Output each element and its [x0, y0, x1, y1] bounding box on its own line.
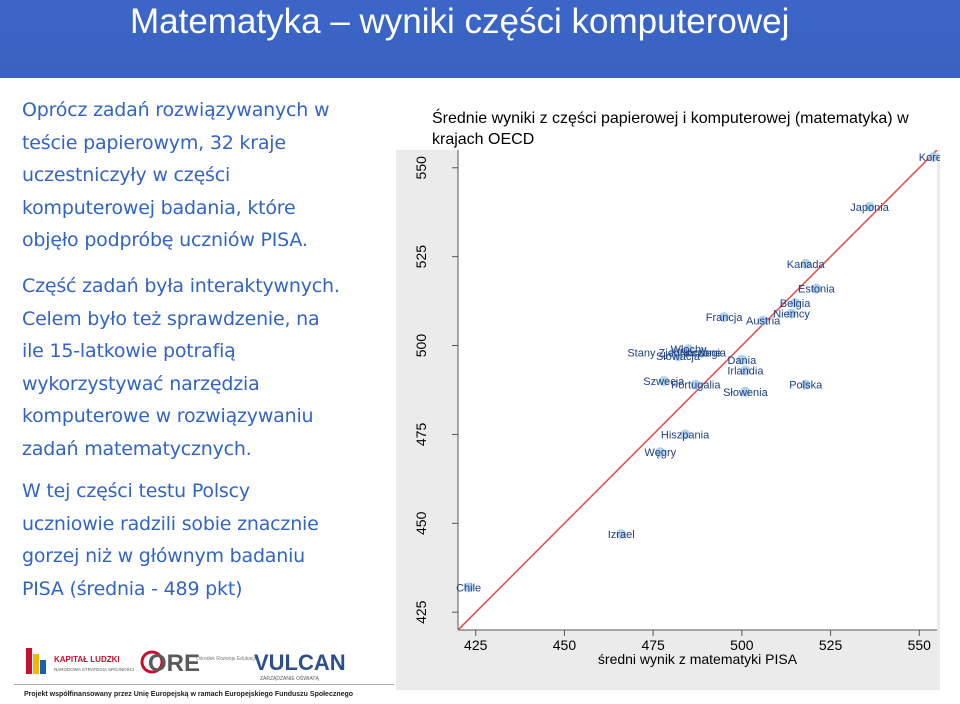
- title-bar: [0, 0, 960, 78]
- text-line: Oprócz zadań rozwiązywanych w: [22, 99, 330, 121]
- data-point: [680, 429, 691, 440]
- point-label: Niemcy: [773, 309, 810, 321]
- text-line: gorzej niż w głównym badaniu: [22, 545, 306, 567]
- text-line: objęło podpróbę uczniów PISA.: [22, 229, 308, 251]
- point-label: Portugalia: [671, 380, 721, 392]
- y-tick-label: 425: [413, 600, 429, 624]
- chart-title: Średnie wyniki z części papierowej i kom…: [432, 110, 909, 148]
- footer-note: Projekt współfinansowany przez Unię Euro…: [24, 691, 353, 698]
- x-tick-label: 450: [553, 637, 577, 653]
- ore-logo: ORE Ośrodek Rozwoju Edukacji: [140, 650, 256, 677]
- vulcan-logo: VULCAN ZARZĄDZANIE OŚWIATĄ: [254, 650, 346, 682]
- data-point: [864, 201, 875, 212]
- logo-subline: NARODOWA STRATEGIA SPÓJNOŚCI: [54, 665, 134, 672]
- data-point: [463, 582, 474, 593]
- text-line: teście papierowym, 32 kraje: [22, 131, 286, 154]
- point-label: Szwecja: [643, 376, 685, 388]
- point-label: Estonia: [798, 284, 836, 296]
- y-tick-label: 525: [413, 245, 429, 269]
- point-label: Francja: [706, 312, 744, 324]
- y-tick-label: 550: [413, 156, 429, 180]
- point-label: Słowacja: [656, 351, 701, 363]
- data-point: [719, 312, 730, 323]
- x-tick-label: 475: [641, 637, 665, 653]
- paragraph-3: W tej części testu Polscy uczniowie radz…: [22, 475, 392, 605]
- logo-label: VULCAN: [254, 650, 346, 675]
- footer-logos: KAPITAŁ LUDZKI NARODOWA STRATEGIA SPÓJNO…: [14, 648, 394, 698]
- text-line: ile 15-latkowie potrafią: [22, 340, 236, 362]
- data-point: [736, 354, 747, 365]
- y-tick-label: 500: [413, 334, 429, 358]
- text-line: PISA (średnia - 489 pkt): [22, 577, 243, 600]
- diagonal-line: [457, 150, 938, 631]
- data-point: [690, 379, 701, 390]
- point-label: Dania: [727, 355, 757, 367]
- logo-subline: ZARZĄDZANIE OŚWIATĄ: [260, 674, 319, 682]
- text-line: uczestniczyły w części: [22, 164, 231, 186]
- point-label: Irlandia: [727, 365, 764, 377]
- kapital-ludzki-logo: KAPITAŁ LUDZKI NARODOWA STRATEGIA SPÓJNO…: [26, 648, 134, 674]
- logo-label: ORE: [148, 650, 200, 677]
- y-tick-label: 450: [413, 511, 429, 535]
- data-point: [758, 315, 769, 326]
- x-tick-label: 550: [908, 637, 932, 653]
- data-point: [928, 152, 939, 163]
- point-label: Izrael: [608, 529, 635, 541]
- data-point: [658, 376, 669, 387]
- point-label: Norwegia: [680, 348, 727, 360]
- point-label: Węgry: [644, 447, 676, 459]
- data-point: [683, 344, 694, 355]
- text-line: uczniowie radzili sobie znacznie: [22, 512, 319, 535]
- data-point: [740, 386, 751, 397]
- data-point: [800, 258, 811, 269]
- text-line: komputerowe w rozwiązywaniu: [22, 405, 314, 427]
- point-label: Korea: [919, 152, 940, 164]
- y-tick-label: 475: [413, 423, 429, 447]
- point-label: Polska: [789, 380, 823, 392]
- scatter-chart: 425 450 475 500 525 550 425 450 475 500 525 550 śred…: [396, 150, 940, 690]
- data-point: [616, 529, 627, 539]
- point-label: Austria: [746, 316, 781, 328]
- data-point: [740, 365, 751, 376]
- point-label: Chile: [456, 582, 481, 594]
- point-label: Japonia: [850, 202, 889, 214]
- text-line: zadań matematycznych.: [22, 437, 252, 460]
- data-point: [800, 379, 811, 390]
- logo-label: KAPITAŁ LUDZKI: [54, 655, 120, 664]
- slide-title: Matematyka – wyniki części komputerowej: [130, 2, 790, 41]
- paragraph-2: Część zadań była interaktywnych. Celem b…: [22, 270, 392, 465]
- data-point: [790, 297, 801, 308]
- point-label: Włochy: [671, 344, 708, 356]
- data-point: [655, 447, 666, 458]
- x-axis-label: średni wynik z matematyki PISA: [598, 651, 798, 667]
- point-label: Hiszpania: [661, 429, 710, 441]
- point-label: Stany Zjednoczone: [627, 348, 721, 360]
- logo-subline: Ośrodek Rozwoju Edukacji: [196, 656, 256, 662]
- text-line: Celem było też sprawdzenie, na: [22, 307, 320, 330]
- data-point: [811, 283, 822, 294]
- data-point: [697, 347, 708, 358]
- x-tick-label: 500: [730, 637, 754, 653]
- data-point: [786, 308, 797, 319]
- x-tick-label: 425: [464, 637, 488, 653]
- text-line: W tej części testu Polscy: [22, 480, 250, 502]
- point-label: Kanada: [787, 259, 826, 271]
- data-point: [672, 351, 683, 362]
- paragraph-1: Oprócz zadań rozwiązywanych w teście pap…: [22, 94, 392, 257]
- text-line: wykorzystywać narzędzia: [22, 372, 260, 395]
- text-line: Część zadań była interaktywnych.: [22, 275, 340, 297]
- x-tick-label: 525: [819, 637, 843, 653]
- text-line: komputerowej badania, które: [22, 196, 296, 219]
- point-label: Słowenia: [723, 387, 769, 399]
- point-label: Belgia: [780, 298, 811, 310]
